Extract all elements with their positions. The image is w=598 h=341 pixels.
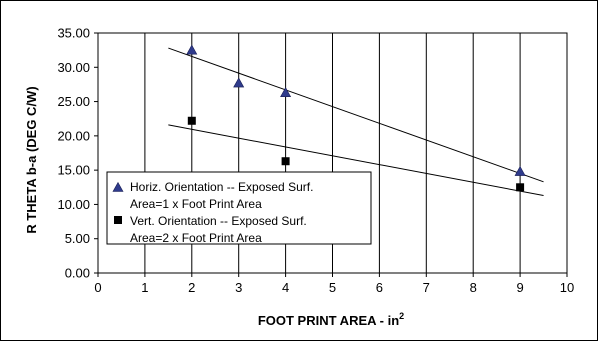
y-tick-label: 35.00 <box>57 26 90 41</box>
x-tick-label: 3 <box>235 280 242 295</box>
x-tick-label: 4 <box>282 280 289 295</box>
y-tick-label: 10.00 <box>57 197 90 212</box>
data-point-series-1 <box>280 87 292 97</box>
y-tick-label: 30.00 <box>57 60 90 75</box>
x-tick-label: 9 <box>516 280 523 295</box>
data-point-series-2 <box>516 183 525 192</box>
legend-series-1-line-1: Horiz. Orientation -- Exposed Surf. <box>130 180 313 194</box>
y-axis-title: R THETA b-a (DEG C/W) <box>24 86 39 233</box>
data-point-series-1 <box>233 77 245 88</box>
x-axis-title-superscript: 2 <box>399 311 404 321</box>
x-tick-label: 2 <box>188 280 195 295</box>
legend-series-2-line-1: Vert. Orientation -- Exposed Surf. <box>130 214 307 228</box>
x-tick-label: 6 <box>376 280 383 295</box>
x-axis-title: FOOT PRINT AREA - in2 <box>258 311 404 328</box>
legend-square-icon <box>114 216 122 224</box>
y-tick-label: 0.00 <box>65 266 90 281</box>
data-points <box>186 44 526 192</box>
trendline-series-2 <box>168 124 544 197</box>
x-tick-label: 8 <box>470 280 477 295</box>
trendlines <box>168 47 544 197</box>
trendline-series-1 <box>168 47 544 183</box>
x-tick-label: 1 <box>141 280 148 295</box>
x-tick-label: 5 <box>329 280 336 295</box>
legend-triangle-icon <box>112 181 124 192</box>
legend-series-2-line-2: Area=2 x Foot Print Area <box>130 231 262 245</box>
axis-ticks: 0 1 2 3 4 5 6 7 8 9 10 0.00 5.00 10.00 15.00 20.00 25.00… <box>57 26 574 296</box>
data-point-series-2 <box>187 116 196 125</box>
x-tick-label: 0 <box>94 280 101 295</box>
x-tick-label: 10 <box>560 280 574 295</box>
legend-box <box>106 171 372 245</box>
y-tick-label: 20.00 <box>57 128 90 143</box>
legend-series-1-line-2: Area=1 x Foot Print Area <box>130 197 262 211</box>
y-tick-label: 5.00 <box>65 231 90 246</box>
y-tick-label: 25.00 <box>57 94 90 109</box>
data-point-series-2 <box>281 157 290 166</box>
data-point-series-1 <box>514 165 526 176</box>
x-axis-title-text: FOOT PRINT AREA - in <box>258 313 399 328</box>
data-point-series-1 <box>186 44 198 55</box>
x-tick-label: 7 <box>423 280 430 295</box>
y-tick-label: 15.00 <box>57 163 90 178</box>
legend: Horiz. Orientation -- Exposed Surf. Area… <box>106 171 372 245</box>
